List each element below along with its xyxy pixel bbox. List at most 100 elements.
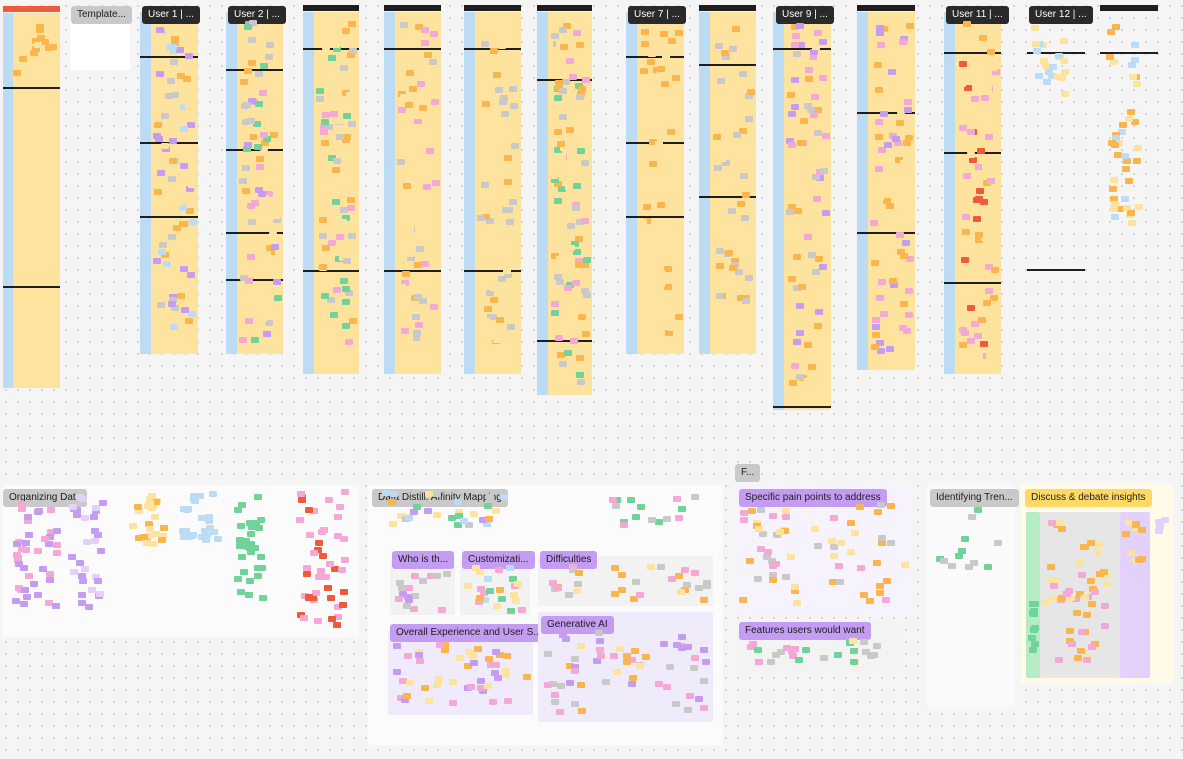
frame-tag-user-2[interactable]: User 2 | ...	[228, 6, 286, 24]
sticky-note[interactable]	[553, 129, 562, 136]
sticky-note[interactable]	[514, 581, 523, 588]
sticky-note[interactable]	[571, 667, 580, 674]
sticky-note[interactable]	[273, 294, 282, 301]
sticky-note[interactable]	[497, 276, 506, 282]
sticky-note[interactable]	[889, 281, 898, 288]
sticky-note[interactable]	[899, 252, 908, 259]
sticky-note[interactable]	[247, 117, 255, 124]
sticky-note[interactable]	[805, 369, 814, 376]
sticky-note[interactable]	[205, 517, 213, 524]
sticky-note[interactable]	[170, 92, 179, 99]
sticky-note[interactable]	[337, 567, 346, 573]
sticky-note[interactable]	[717, 77, 726, 84]
sticky-note[interactable]	[981, 275, 990, 282]
sticky-note[interactable]	[320, 292, 329, 299]
sticky-note[interactable]	[559, 360, 568, 367]
sticky-note[interactable]	[495, 586, 504, 593]
sticky-note[interactable]	[756, 507, 765, 513]
sticky-note[interactable]	[1125, 520, 1134, 527]
sticky-note[interactable]	[829, 579, 838, 586]
sticky-note[interactable]	[562, 636, 570, 643]
sticky-note[interactable]	[248, 20, 257, 26]
sticky-note[interactable]	[328, 154, 337, 161]
sticky-note[interactable]	[169, 293, 178, 300]
sticky-note[interactable]	[493, 71, 502, 78]
sticky-note[interactable]	[572, 279, 580, 286]
sticky-note[interactable]	[627, 680, 636, 687]
sticky-note[interactable]	[1042, 598, 1051, 605]
sticky-note[interactable]	[556, 278, 565, 285]
sticky-note[interactable]	[813, 322, 822, 329]
sticky-note[interactable]	[414, 113, 423, 120]
sticky-note[interactable]	[596, 653, 605, 659]
sticky-note[interactable]	[642, 653, 651, 660]
sticky-note[interactable]	[501, 667, 510, 674]
sticky-note[interactable]	[850, 530, 859, 537]
sticky-note[interactable]	[187, 311, 196, 317]
sticky-note[interactable]	[508, 199, 517, 206]
sticky-note[interactable]	[309, 508, 318, 515]
sticky-note[interactable]	[894, 140, 903, 147]
sticky-note[interactable]	[877, 347, 886, 354]
sticky-note[interactable]	[487, 662, 496, 669]
sticky-note[interactable]	[45, 45, 54, 52]
sticky-note[interactable]	[848, 638, 857, 644]
sticky-note[interactable]	[569, 563, 578, 570]
sticky-note[interactable]	[566, 662, 575, 669]
sticky-note[interactable]	[901, 240, 910, 247]
sticky-note[interactable]	[345, 92, 354, 99]
sticky-note[interactable]	[406, 250, 414, 257]
sticky-note[interactable]	[554, 84, 563, 91]
sticky-note[interactable]	[553, 146, 562, 153]
sticky-note[interactable]	[1118, 129, 1126, 136]
sticky-note[interactable]	[234, 575, 243, 582]
sticky-note[interactable]	[957, 315, 966, 321]
sticky-note[interactable]	[504, 279, 513, 286]
sticky-note[interactable]	[636, 663, 644, 670]
sticky-note[interactable]	[397, 159, 406, 166]
sticky-note[interactable]	[1127, 109, 1136, 115]
sticky-note[interactable]	[636, 504, 645, 510]
sticky-note[interactable]	[833, 651, 842, 658]
sticky-note[interactable]	[333, 46, 342, 53]
sticky-note[interactable]	[506, 343, 514, 350]
sticky-note[interactable]	[690, 664, 699, 671]
sticky-note[interactable]	[493, 23, 502, 30]
sticky-note[interactable]	[182, 76, 191, 82]
sticky-note[interactable]	[582, 257, 591, 264]
sticky-note[interactable]	[804, 233, 812, 240]
sticky-note[interactable]	[31, 37, 40, 44]
sticky-note[interactable]	[613, 496, 622, 503]
sticky-note[interactable]	[1050, 582, 1059, 589]
sticky-note[interactable]	[1112, 23, 1121, 30]
sticky-note[interactable]	[252, 292, 261, 299]
sticky-note[interactable]	[1044, 68, 1053, 75]
sticky-note[interactable]	[197, 515, 206, 522]
sticky-note[interactable]	[309, 595, 318, 602]
sticky-note[interactable]	[84, 603, 93, 610]
sticky-note[interactable]	[764, 548, 773, 555]
sticky-note[interactable]	[493, 336, 502, 343]
sticky-note[interactable]	[737, 294, 746, 301]
sticky-note[interactable]	[994, 539, 1003, 546]
sticky-note[interactable]	[151, 513, 160, 520]
sticky-note[interactable]	[237, 523, 246, 530]
sticky-note[interactable]	[904, 99, 913, 106]
sticky-note[interactable]	[1032, 47, 1041, 54]
sticky-note[interactable]	[577, 379, 585, 386]
sticky-note[interactable]	[722, 53, 731, 60]
sticky-note[interactable]	[478, 243, 487, 249]
sticky-note[interactable]	[341, 28, 350, 35]
sticky-note[interactable]	[875, 294, 884, 301]
sticky-note[interactable]	[246, 531, 255, 538]
sticky-note[interactable]	[388, 498, 397, 505]
sticky-note[interactable]	[318, 528, 327, 535]
sticky-note[interactable]	[796, 373, 805, 380]
sticky-note[interactable]	[326, 560, 335, 567]
sticky-note[interactable]	[550, 309, 559, 316]
sticky-note[interactable]	[660, 80, 669, 87]
sticky-note[interactable]	[485, 218, 494, 224]
sticky-note[interactable]	[496, 317, 505, 324]
sticky-note[interactable]	[576, 68, 585, 74]
sticky-note[interactable]	[695, 696, 704, 703]
